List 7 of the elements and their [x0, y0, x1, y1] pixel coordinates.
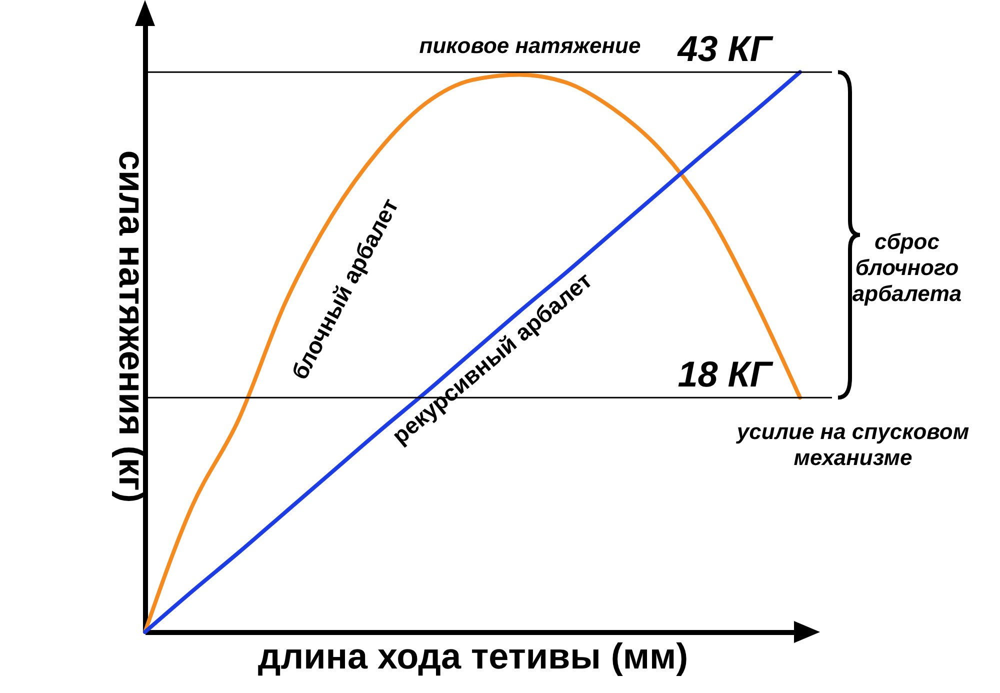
ref-line-label: 43 КГ [676, 28, 774, 70]
x-axis-title: длина хода тетивы (мм) [258, 636, 688, 676]
text: сброс блочного арбалета [852, 229, 962, 306]
annotation: пиковое натяжение [419, 33, 641, 58]
annotation: усилие на спусковом механизме [736, 419, 970, 470]
ref-line-label: 18 КГ [678, 354, 774, 395]
y-axis-title: сила натяжения (кг) [112, 150, 152, 503]
